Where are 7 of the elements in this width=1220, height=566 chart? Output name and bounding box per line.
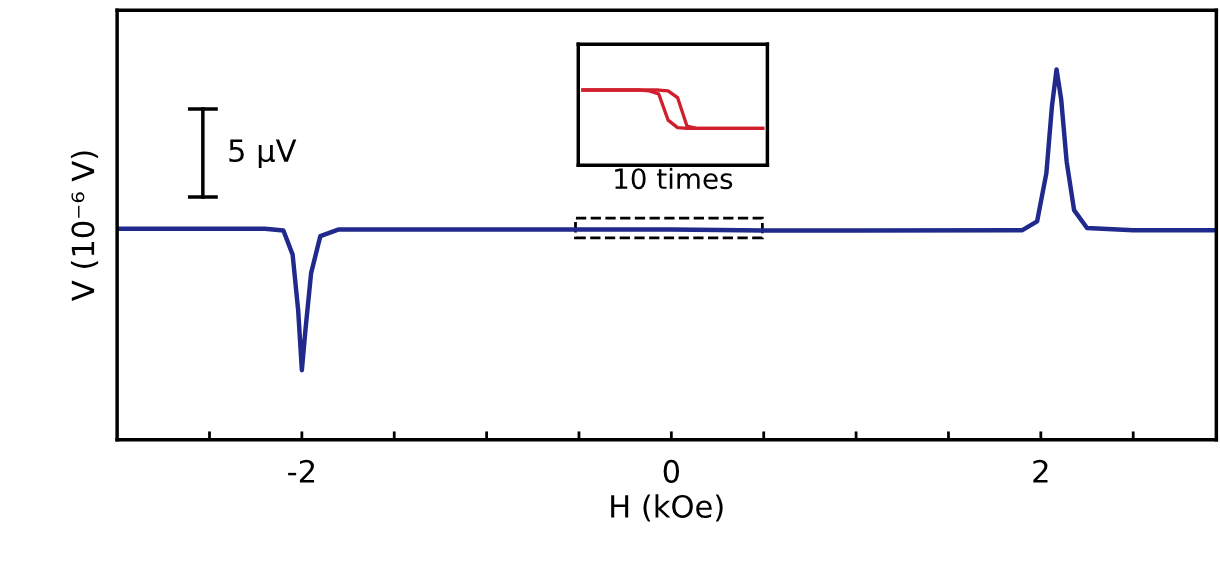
x-tick-label: 2 <box>1033 459 1048 483</box>
annotation: 10 times <box>615 167 733 190</box>
x-tick-label: 0 <box>663 459 680 483</box>
annotation: 5 μV <box>229 139 297 169</box>
y-axis-title: V (10⁻⁶ V) <box>70 151 99 301</box>
x-tick-label: -2 <box>288 459 315 483</box>
x-axis-title: H (kOe) <box>611 494 723 522</box>
